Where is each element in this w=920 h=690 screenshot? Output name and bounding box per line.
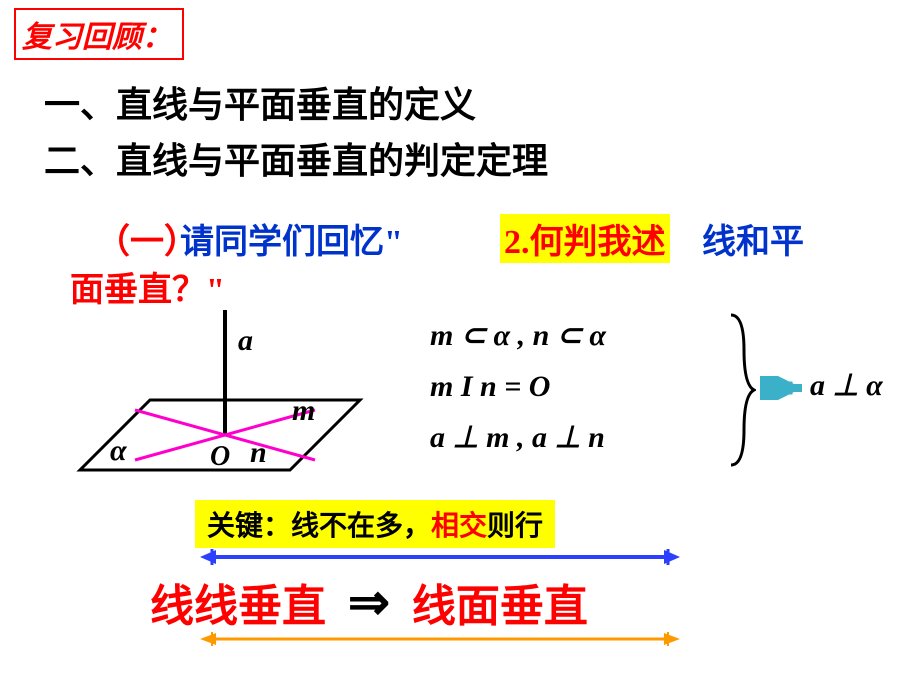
heading-2: 二、直线与平面垂直的判定定理: [44, 132, 548, 184]
overlap-blue2: 线和平: [702, 214, 804, 263]
key-highlight: 相交: [431, 511, 487, 542]
key-prefix: 关键：线不在多，: [207, 511, 431, 542]
math-line3: a ⊥ m , a ⊥ n: [430, 412, 606, 463]
label-a: a: [238, 324, 253, 357]
review-box: 复习回顾：: [14, 8, 184, 60]
implies-arrow-icon: [760, 376, 808, 400]
label-n: n: [250, 436, 267, 469]
orange-double-arrow: [200, 630, 680, 648]
math-line1: m ⊂ α , n ⊂ α: [430, 310, 606, 361]
bottom-right: 线面垂直: [412, 570, 588, 634]
overlap-text-line: （一） 请同学们回忆" 2.何判我述 线和平: [70, 214, 870, 264]
heading-1: 一、直线与平面垂直的定义: [44, 76, 476, 128]
label-m: m: [292, 394, 315, 427]
bottom-left: 线线垂直: [150, 570, 326, 634]
label-alpha: α: [110, 434, 127, 467]
review-label: 复习回顾：: [22, 21, 172, 54]
math-result: a ⊥ α: [810, 368, 883, 403]
key-suffix: 则行: [487, 511, 543, 542]
right-brace: [726, 310, 756, 470]
label-O: O: [210, 441, 230, 472]
math-conditions: m ⊂ α , n ⊂ α m Ι n = O a ⊥ m , a ⊥ n: [430, 310, 606, 463]
overlap-highlight: 2.何判我述: [500, 214, 670, 263]
blue-double-arrow: [200, 546, 680, 568]
overlap-blue1: 请同学们回忆": [180, 214, 403, 263]
geometry-diagram: a m n O α: [70, 310, 370, 490]
key-point-box: 关键：线不在多，相交则行: [195, 500, 555, 548]
math-line2: m Ι n = O: [430, 361, 606, 412]
overlap-line2: 面垂直？": [70, 262, 225, 311]
implies-symbol: ⇒: [348, 573, 390, 631]
bottom-conclusion: 线线垂直 ⇒ 线面垂直: [150, 570, 588, 634]
